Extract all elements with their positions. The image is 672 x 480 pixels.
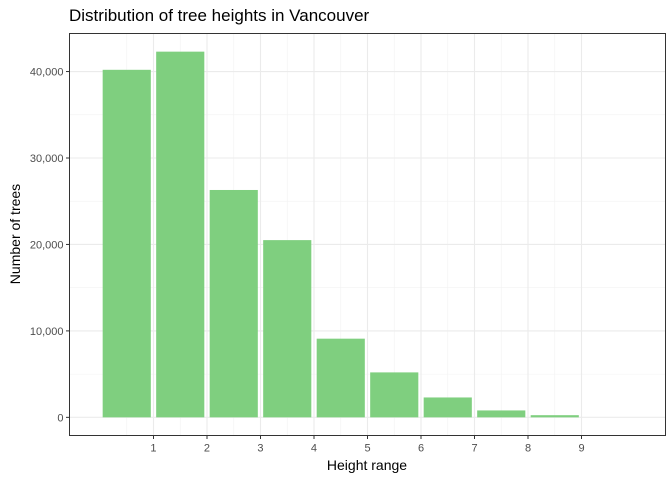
y-tick-label: 40,000	[30, 67, 64, 79]
x-axis-title: Height range	[327, 457, 407, 473]
bar	[477, 410, 526, 418]
bar	[263, 240, 312, 418]
bar	[102, 69, 151, 418]
bar	[423, 397, 472, 418]
bar	[209, 189, 258, 418]
y-tick-label: 30,000	[30, 153, 64, 165]
bar	[316, 338, 365, 418]
y-tick-label: 10,000	[30, 326, 64, 338]
x-tick-label: 7	[471, 443, 477, 455]
x-tick-label: 5	[364, 443, 370, 455]
x-tick-label: 8	[525, 443, 531, 455]
x-tick-label: 6	[418, 443, 424, 455]
x-tick-label: 4	[311, 443, 317, 455]
y-tick-label: 20,000	[30, 239, 64, 251]
chart-title: Distribution of tree heights in Vancouve…	[69, 6, 370, 25]
bar	[156, 51, 205, 418]
bar	[530, 415, 579, 418]
y-axis-title: Number of trees	[7, 184, 23, 284]
x-tick-label: 9	[578, 443, 584, 455]
x-axis: 1 2 3 4 5 6 7 8 9	[150, 435, 585, 455]
x-tick-label: 1	[150, 443, 156, 455]
x-tick-label: 3	[257, 443, 263, 455]
x-tick-label: 2	[204, 443, 210, 455]
bars	[102, 51, 579, 418]
bar	[370, 372, 419, 418]
y-tick-label: 0	[57, 412, 63, 424]
y-axis: 0 10,000 20,000 30,000 40,000	[30, 67, 70, 424]
